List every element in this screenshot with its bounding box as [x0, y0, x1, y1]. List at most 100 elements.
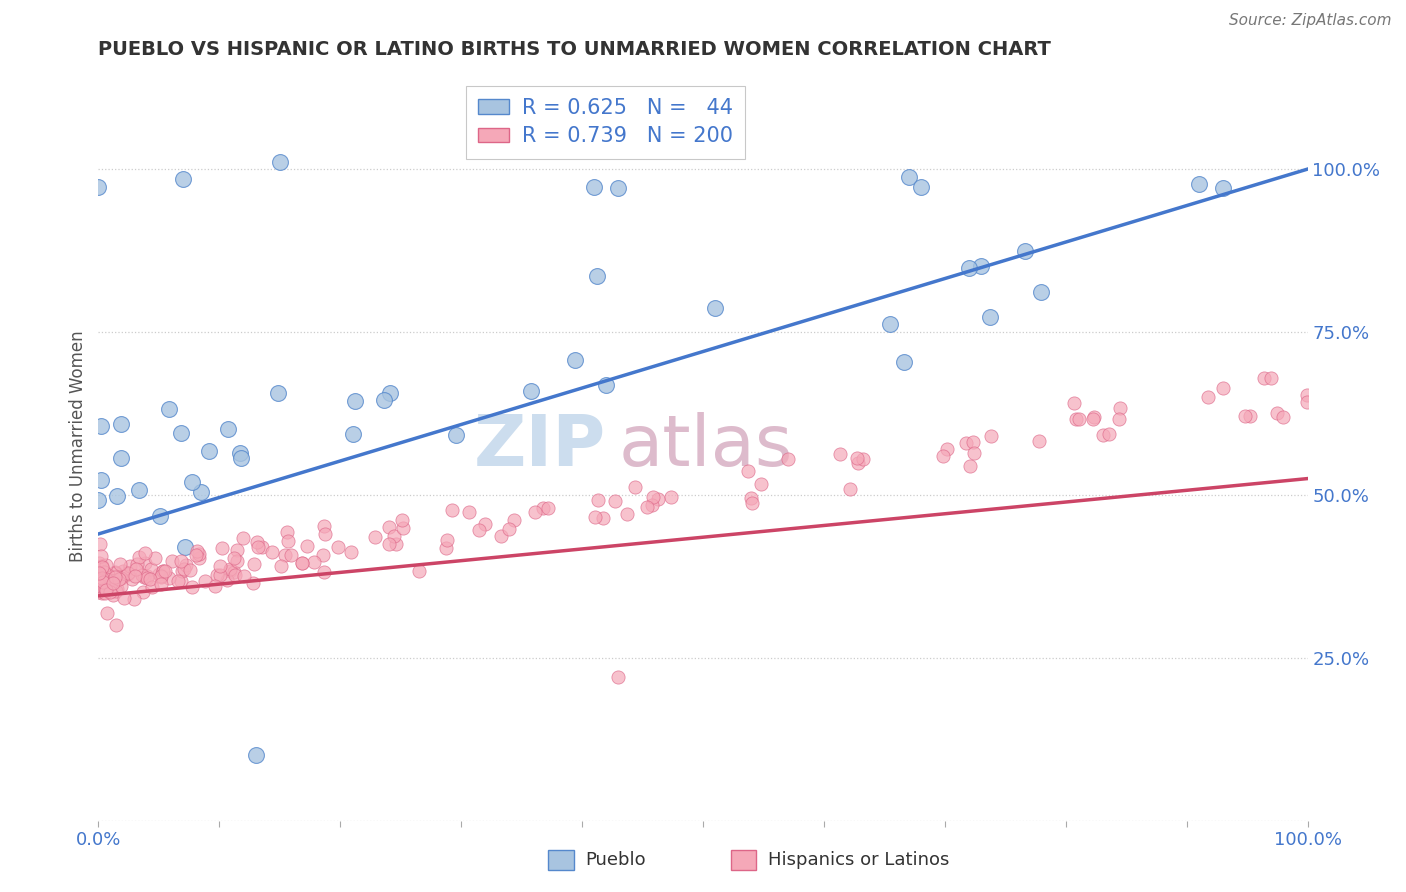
Point [444, 428, 467, 442]
Point [90, 549, 112, 563]
Point [1211, 381, 1233, 395]
Point [1083, 409, 1105, 424]
Point [170, 554, 193, 568]
Point [108, 571, 131, 585]
Point [157, 571, 180, 585]
Point [838, 482, 860, 496]
Point [209, 568, 232, 582]
Point [128, 483, 150, 497]
Point [503, 513, 526, 527]
Point [603, 494, 626, 508]
Point [846, 450, 869, 465]
Point [342, 427, 364, 442]
Point [1109, 401, 1132, 416]
Point [94, 558, 117, 572]
Point [226, 553, 249, 567]
Point [1260, 370, 1282, 384]
Point [91, 576, 114, 591]
Point [105, 489, 128, 503]
Point [1063, 396, 1085, 410]
Point [585, 509, 607, 524]
Point [186, 548, 208, 562]
Point [170, 426, 193, 441]
Point [87, 572, 110, 586]
Point [295, 539, 318, 553]
Point [111, 565, 134, 579]
Point [247, 540, 270, 554]
Point [89, 574, 111, 589]
Text: PUEBLO VS HISPANIC OR LATINO BIRTHS TO UNMARRIED WOMEN CORRELATION CHART: PUEBLO VS HISPANIC OR LATINO BIRTHS TO U… [98, 39, 1052, 59]
Point [489, 529, 512, 543]
Point [160, 554, 183, 568]
Point [87, 576, 110, 591]
Point [217, 422, 239, 436]
Point [148, 566, 170, 581]
Point [893, 355, 915, 369]
Point [93, 582, 115, 596]
Point [152, 564, 174, 578]
Point [910, 179, 932, 194]
Point [846, 456, 869, 470]
Point [131, 567, 153, 582]
Point [616, 507, 638, 521]
Point [173, 562, 195, 576]
Point [231, 450, 253, 465]
Point [181, 580, 204, 594]
Point [90, 579, 112, 593]
Point [270, 559, 292, 574]
Point [232, 531, 254, 545]
Point [87, 571, 110, 585]
Point [1014, 244, 1036, 258]
Point [243, 557, 266, 571]
Point [468, 523, 491, 537]
Point [643, 490, 665, 504]
Point [172, 172, 194, 186]
Point [170, 574, 193, 588]
Point [104, 618, 127, 632]
Point [583, 180, 606, 194]
Point [269, 155, 291, 169]
Point [110, 557, 132, 571]
Point [741, 496, 763, 510]
Point [93, 566, 115, 580]
Point [94, 583, 117, 598]
Point [117, 567, 139, 582]
Point [91, 586, 114, 600]
Point [1108, 412, 1130, 426]
Point [222, 551, 245, 566]
Point [740, 491, 762, 505]
Point [585, 268, 607, 283]
Point [93, 574, 115, 589]
Point [226, 543, 249, 558]
Point [110, 417, 132, 431]
Point [131, 585, 153, 599]
Point [970, 259, 993, 273]
Point [91, 582, 114, 597]
Point [520, 384, 543, 398]
Point [121, 572, 143, 586]
Point [378, 386, 401, 401]
Point [190, 485, 212, 500]
Point [458, 505, 481, 519]
Point [93, 566, 115, 580]
Point [343, 394, 366, 409]
Point [246, 535, 269, 549]
Point [1197, 390, 1219, 404]
Point [852, 452, 875, 467]
Point [1295, 394, 1317, 409]
Point [274, 548, 297, 562]
Point [188, 547, 211, 561]
Point [224, 568, 246, 582]
Point [229, 446, 252, 460]
Point [127, 558, 149, 572]
Point [132, 570, 155, 584]
Point [152, 564, 174, 578]
Point [564, 353, 586, 368]
Point [1253, 370, 1275, 384]
Point [124, 592, 146, 607]
Point [174, 540, 197, 554]
Point [378, 520, 401, 534]
Point [252, 540, 274, 554]
Point [141, 580, 163, 594]
Point [90, 560, 112, 574]
